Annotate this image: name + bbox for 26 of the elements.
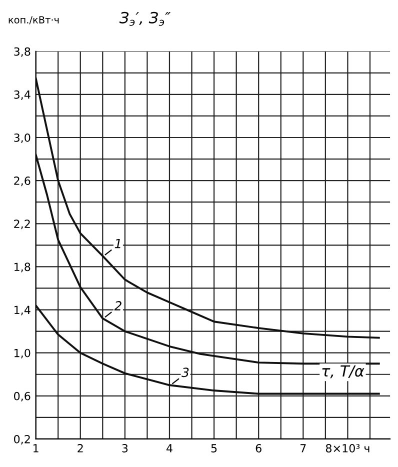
- y-tick-label: 0,6: [14, 392, 30, 402]
- annotation: 3: [182, 368, 189, 378]
- y-tick-label: 0,2: [14, 434, 30, 444]
- y-tick-label: 1,4: [14, 306, 30, 316]
- x-tick-label: 3: [122, 444, 128, 452]
- x-tick-label: 1: [34, 444, 38, 452]
- annotation: 1: [114, 238, 120, 248]
- x-tick-label: 8×10³ ч: [326, 444, 370, 452]
- y-tick-label: 3,8: [14, 47, 30, 57]
- y-tick-label: 2,6: [14, 176, 30, 186]
- x-tick-label: 7: [300, 444, 306, 452]
- line-series: [36, 77, 380, 339]
- y-tick-label: 3,0: [14, 133, 30, 144]
- y-tick-label: 1,0: [14, 348, 30, 358]
- y-tick-label: 3,4: [14, 90, 30, 100]
- annotation: 2: [114, 301, 122, 310]
- y-tick-label: 2,2: [14, 220, 30, 230]
- line-series: [36, 154, 380, 365]
- x-tick-label: 2: [78, 444, 83, 452]
- x-tick-label: 5: [211, 444, 217, 452]
- chart-title: З$_{э}$′, З$_{э}$″: [119, 12, 171, 26]
- y-tick-label: 1,8: [14, 262, 30, 272]
- x-tick-label: 6: [256, 444, 262, 452]
- annotation: τ, T/α: [322, 365, 364, 378]
- x-tick-label: 4: [166, 444, 172, 452]
- y-axis-title: коп./кВт·ч: [8, 16, 59, 24]
